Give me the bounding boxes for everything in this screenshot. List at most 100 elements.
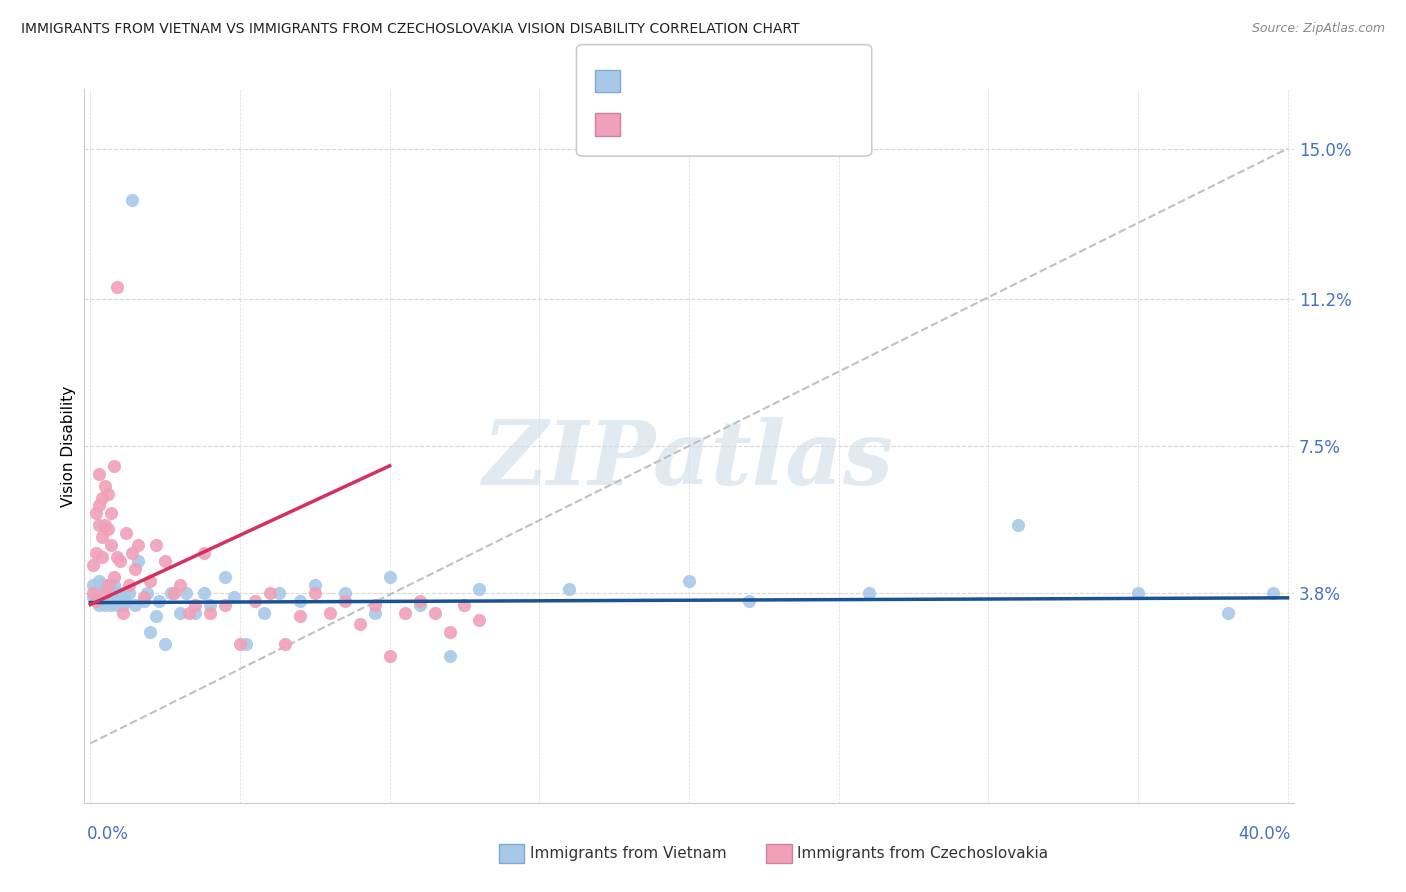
Point — [91, 578, 114, 592]
Point — [148, 593, 170, 607]
Point — [115, 593, 138, 607]
Point — [100, 507, 122, 521]
Point — [105, 590, 128, 604]
Point — [169, 578, 191, 592]
Point — [184, 606, 207, 620]
Point — [105, 549, 128, 564]
Point — [319, 606, 342, 620]
Point — [94, 598, 117, 612]
Point — [193, 546, 215, 560]
Point — [97, 522, 120, 536]
Point — [214, 598, 236, 612]
Point — [94, 478, 117, 492]
Point — [100, 582, 122, 596]
Text: 40.0%: 40.0% — [1239, 825, 1291, 843]
Point — [1126, 585, 1149, 599]
Point — [94, 518, 117, 533]
Point — [253, 606, 276, 620]
Point — [110, 554, 132, 568]
Text: 0.0%: 0.0% — [87, 825, 129, 843]
Text: IMMIGRANTS FROM VIETNAM VS IMMIGRANTS FROM CZECHOSLOVAKIA VISION DISABILITY CORR: IMMIGRANTS FROM VIETNAM VS IMMIGRANTS FR… — [21, 22, 800, 37]
Point — [124, 562, 146, 576]
Point — [378, 570, 401, 584]
Point — [97, 578, 120, 592]
Point — [112, 598, 135, 612]
Point — [100, 598, 122, 612]
Point — [100, 590, 122, 604]
Point — [97, 593, 120, 607]
Point — [86, 507, 108, 521]
Point — [103, 578, 125, 592]
Point — [91, 530, 114, 544]
Point — [97, 585, 120, 599]
Point — [235, 637, 257, 651]
Point — [169, 606, 191, 620]
Point — [115, 526, 138, 541]
Point — [127, 538, 149, 552]
Text: Source: ZipAtlas.com: Source: ZipAtlas.com — [1251, 22, 1385, 36]
Point — [127, 554, 149, 568]
Point — [134, 590, 156, 604]
Point — [439, 625, 461, 640]
Point — [91, 585, 114, 599]
Point — [89, 598, 111, 612]
Point — [214, 570, 236, 584]
Point — [153, 637, 176, 651]
Point — [82, 590, 104, 604]
Y-axis label: Vision Disability: Vision Disability — [60, 385, 76, 507]
Point — [858, 585, 880, 599]
Point — [349, 617, 371, 632]
Point — [468, 614, 491, 628]
Point — [333, 593, 356, 607]
Point — [304, 585, 326, 599]
Point — [363, 598, 385, 612]
Point — [174, 585, 197, 599]
Point — [184, 598, 207, 612]
Point — [163, 585, 186, 599]
Point — [82, 578, 104, 592]
Point — [378, 649, 401, 664]
Point — [86, 546, 108, 560]
Point — [91, 549, 114, 564]
Point — [333, 585, 356, 599]
Text: R = 0.012: R = 0.012 — [630, 71, 720, 89]
Point — [94, 590, 117, 604]
Point — [468, 582, 491, 596]
Point — [160, 585, 183, 599]
Point — [94, 585, 117, 599]
Point — [89, 499, 111, 513]
Point — [112, 606, 135, 620]
Point — [103, 570, 125, 584]
Point — [121, 193, 143, 207]
Point — [408, 598, 430, 612]
Point — [558, 582, 581, 596]
Point — [243, 593, 266, 607]
Point — [105, 280, 128, 294]
Point — [363, 606, 385, 620]
Text: Immigrants from Vietnam: Immigrants from Vietnam — [530, 847, 727, 861]
Text: N = 58: N = 58 — [745, 114, 807, 132]
Point — [91, 491, 114, 505]
Point — [89, 467, 111, 481]
Point — [274, 637, 297, 651]
Point — [423, 606, 446, 620]
Point — [89, 518, 111, 533]
Point — [145, 538, 167, 552]
Point — [110, 585, 132, 599]
Text: ZIPatlas: ZIPatlas — [484, 417, 894, 503]
Text: R = 0.288: R = 0.288 — [630, 114, 720, 132]
Point — [394, 606, 416, 620]
Point — [124, 598, 146, 612]
Point — [89, 582, 111, 596]
Point — [139, 625, 162, 640]
Point — [89, 574, 111, 588]
Point — [86, 593, 108, 607]
Point — [198, 606, 221, 620]
Point — [82, 558, 104, 572]
Point — [139, 574, 162, 588]
Point — [439, 649, 461, 664]
Point — [229, 637, 252, 651]
Text: N = 66: N = 66 — [745, 71, 807, 89]
Point — [118, 578, 141, 592]
Text: Immigrants from Czechoslovakia: Immigrants from Czechoslovakia — [797, 847, 1049, 861]
